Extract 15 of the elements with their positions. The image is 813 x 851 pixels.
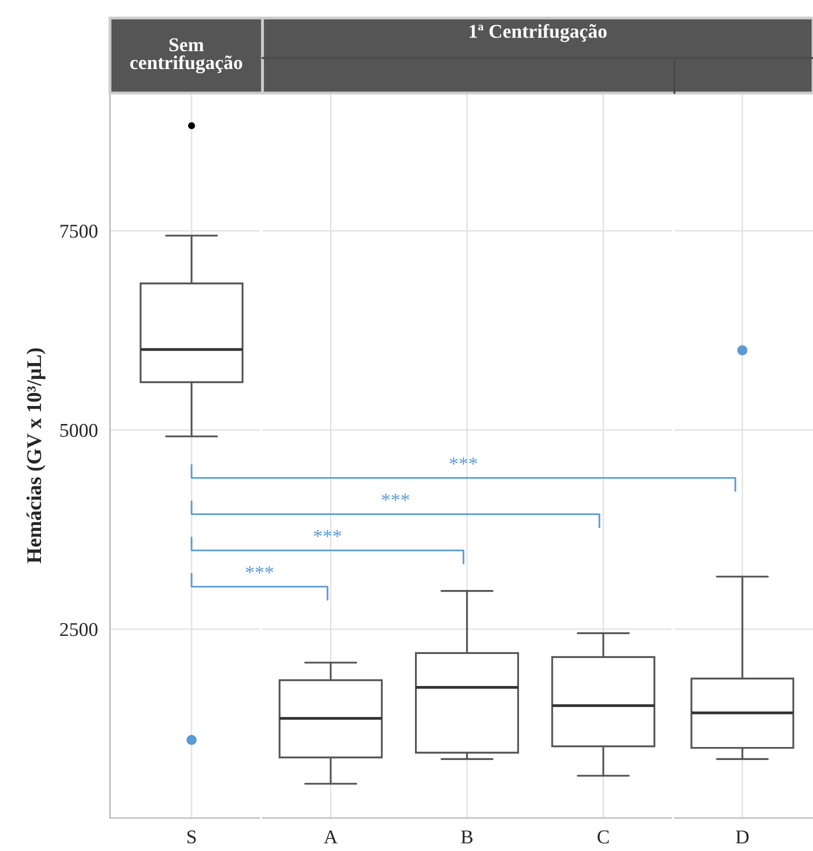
y-axis-title: Hemácias (GV x 10³/μL) [26,348,46,564]
annotation: *** [450,457,478,465]
x-tick-label: S [187,830,196,844]
annotation: *** [246,566,274,574]
x-tick-label: B [461,830,473,844]
y-tick-label: 2500 [60,622,98,636]
y-tick-label: 7500 [60,224,98,238]
x-tick-label: A [324,830,338,844]
x-tick-label: D [736,830,749,844]
annotation: *** [382,494,410,501]
text: Sem centrifugação [130,38,242,74]
x-tick-label: C [598,830,609,844]
y-tick-label: 5000 [60,424,98,437]
annotation: *** [314,530,342,538]
text: 1ª Centrifugação [470,24,607,42]
